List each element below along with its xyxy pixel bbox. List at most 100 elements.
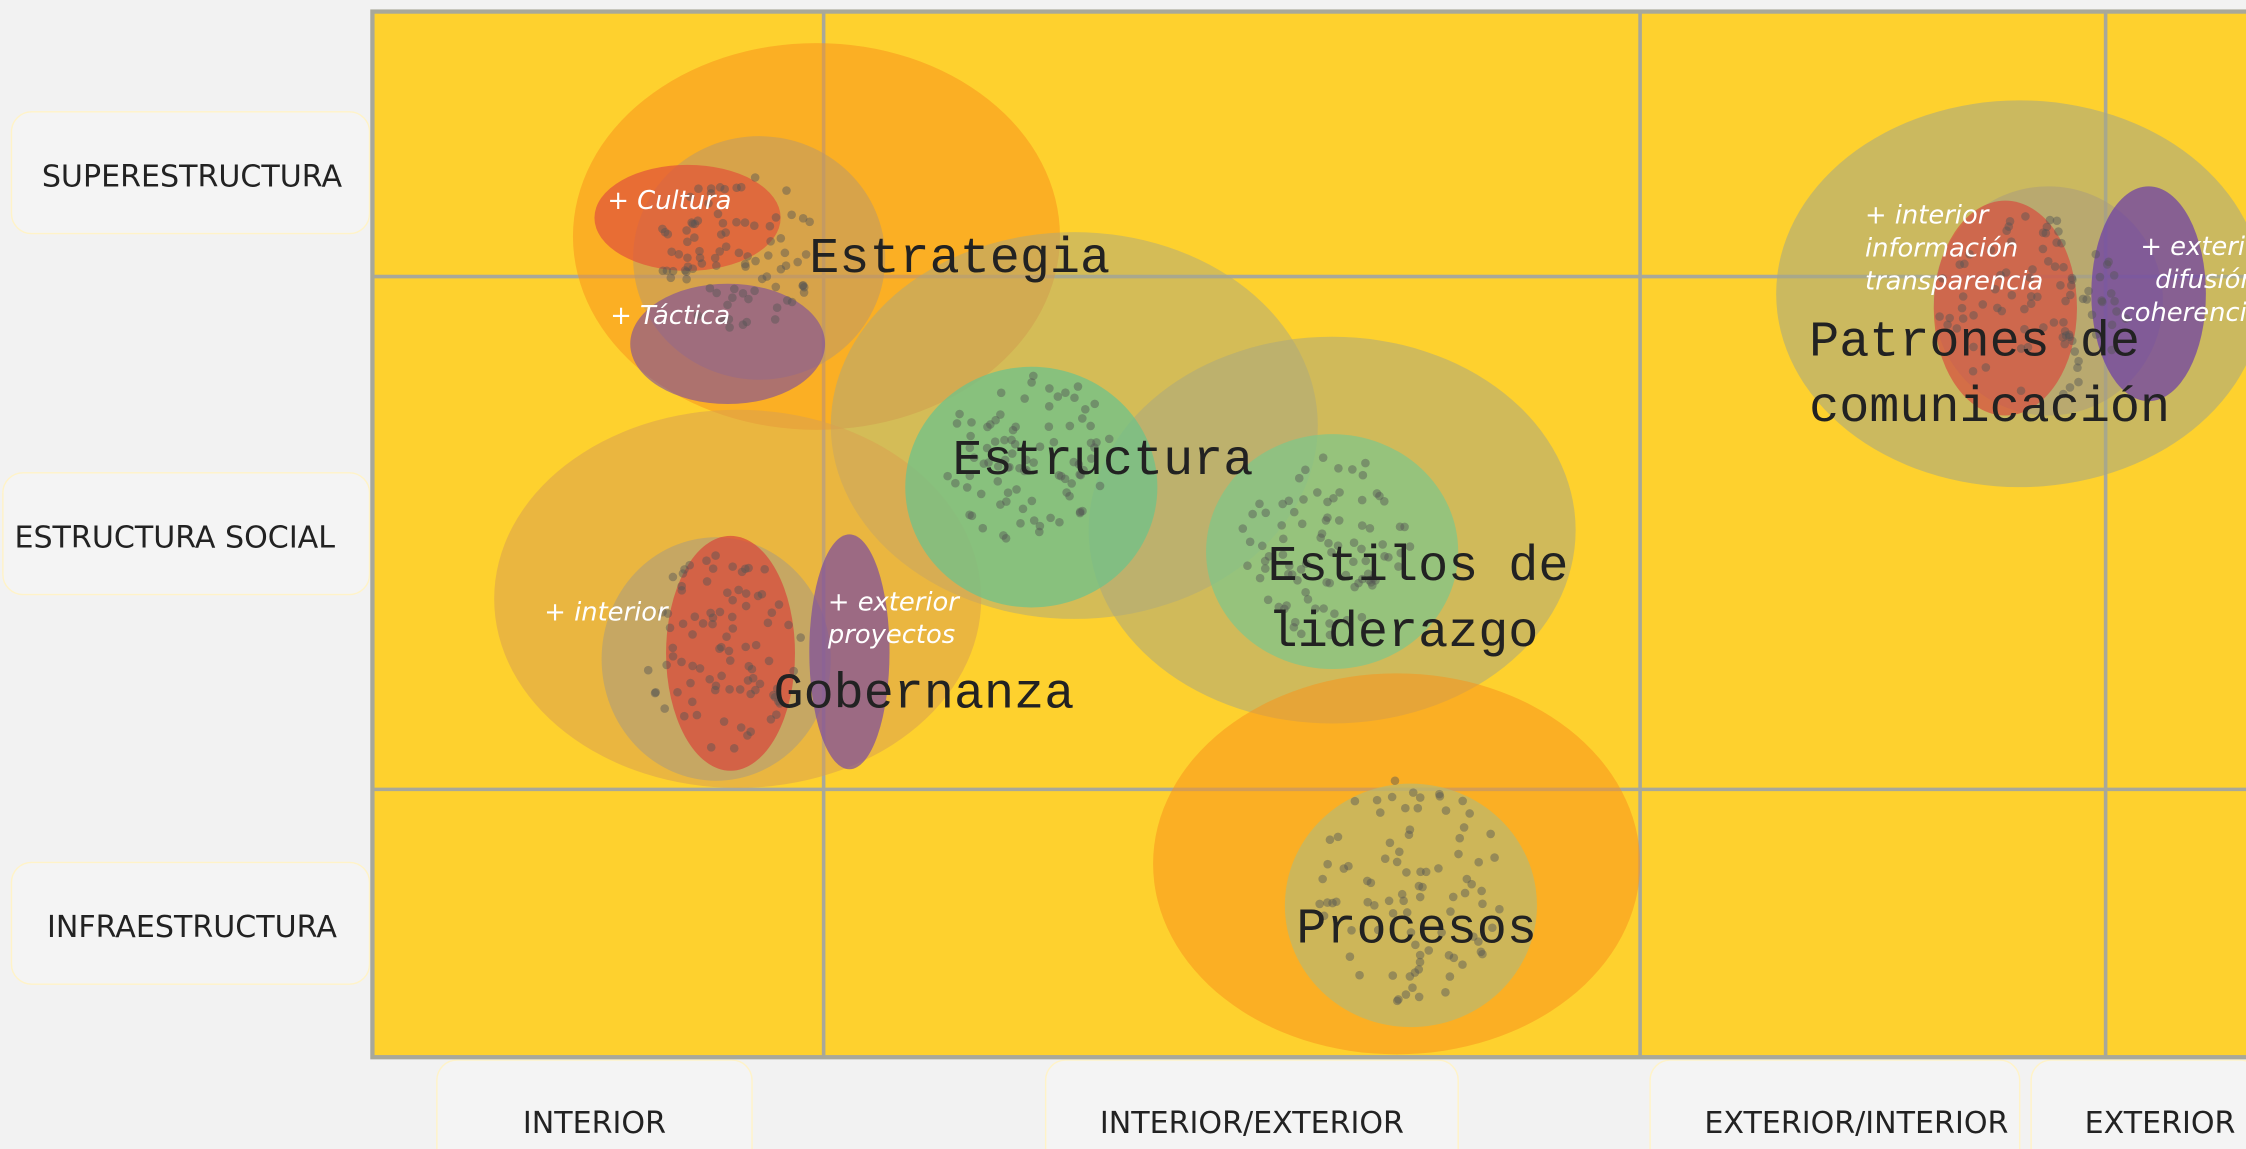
dot [1011, 423, 1020, 432]
dot [688, 662, 697, 671]
dot [1467, 880, 1476, 889]
dot [2068, 274, 2077, 283]
dot [682, 226, 691, 235]
dot [742, 589, 751, 598]
cluster-label: Gobernanza [773, 667, 1074, 724]
dot [1400, 523, 1409, 532]
dot [1045, 422, 1054, 431]
note: + interior [544, 597, 669, 627]
dot [2059, 263, 2068, 272]
dot [1326, 835, 1335, 844]
dot [1290, 508, 1299, 517]
dot [741, 260, 750, 269]
dot [742, 318, 751, 327]
dot [709, 613, 718, 622]
dot [1348, 465, 1357, 474]
dot [742, 602, 751, 611]
column-label: EXTERIOR [2085, 1106, 2236, 1141]
dot [1029, 372, 1038, 381]
dot [968, 512, 977, 521]
cluster-label: Estructura [953, 433, 1254, 490]
dot [729, 624, 738, 633]
dot [764, 251, 773, 260]
dot [2110, 297, 2119, 306]
dot [2091, 250, 2100, 259]
note: + Táctica [610, 301, 730, 331]
dot [1246, 538, 1255, 547]
dot [1486, 830, 1495, 839]
dot [730, 285, 739, 294]
dot [787, 210, 796, 219]
dot [741, 218, 750, 227]
dot [651, 689, 660, 698]
dot [725, 685, 734, 694]
dot [2107, 289, 2116, 298]
row-label: INFRAESTRUCTURA [47, 910, 337, 945]
dot [1373, 489, 1382, 498]
dot [688, 264, 697, 273]
dot [673, 688, 682, 697]
dot [1351, 797, 1360, 806]
dot [1078, 414, 1087, 423]
dot [1406, 972, 1415, 981]
dot [688, 630, 697, 639]
dot [2039, 245, 2048, 254]
dot [2079, 295, 2088, 304]
dot [773, 303, 782, 312]
dot [703, 577, 712, 586]
dot [715, 644, 724, 653]
dot [2098, 298, 2107, 307]
dot [1054, 392, 1063, 401]
dot [1409, 788, 1418, 797]
dot [1358, 521, 1367, 530]
dot [1373, 796, 1382, 805]
dot [1361, 459, 1370, 468]
dot [728, 613, 737, 622]
dot [732, 183, 741, 192]
dot [1239, 524, 1248, 533]
dot [1295, 474, 1304, 483]
dot [1391, 776, 1400, 785]
dot [1380, 497, 1389, 506]
dot [1386, 839, 1395, 848]
dot [2096, 273, 2105, 282]
dot [1402, 990, 1411, 999]
dot [1355, 971, 1364, 980]
dot [737, 723, 746, 732]
dot [696, 664, 705, 673]
dot [699, 619, 708, 628]
dot [1441, 988, 1450, 997]
dot [725, 647, 734, 656]
dot [679, 569, 688, 578]
dot [777, 234, 786, 243]
dot [1030, 516, 1039, 525]
dot [2044, 257, 2053, 266]
dot [716, 608, 725, 617]
dot [1454, 850, 1463, 859]
dot [1002, 534, 1011, 543]
dot [719, 219, 728, 228]
dot [2046, 216, 2055, 225]
dot [750, 221, 759, 230]
dot [705, 675, 714, 684]
dot [1277, 521, 1286, 530]
dot [1323, 860, 1332, 869]
inner-area [809, 534, 889, 769]
dot [2103, 260, 2112, 269]
dot [1264, 595, 1273, 604]
dot [1002, 497, 1011, 506]
dot [1323, 498, 1332, 507]
dot [1359, 471, 1368, 480]
cluster-label: Procesos [1296, 902, 1537, 959]
dot [799, 281, 808, 290]
dot [771, 283, 780, 292]
dot [1066, 422, 1075, 431]
dot [1261, 509, 1270, 518]
dot [766, 237, 775, 246]
dot [1393, 997, 1402, 1006]
dot [1340, 864, 1349, 873]
dot [775, 600, 784, 609]
dot [2021, 212, 2030, 221]
dot [732, 218, 741, 227]
dot [754, 592, 763, 601]
